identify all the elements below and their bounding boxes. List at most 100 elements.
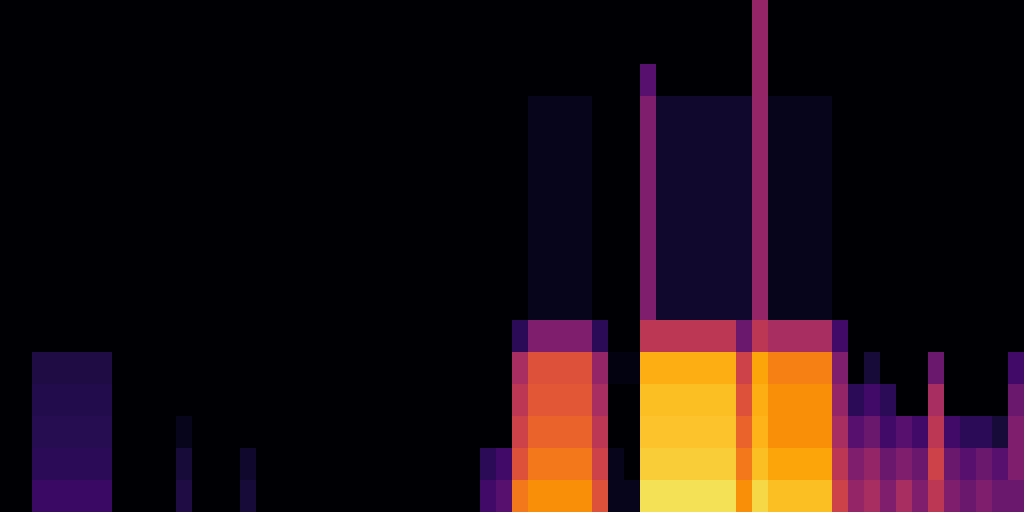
heatmap-cell [112, 352, 128, 384]
heatmap-cell [448, 192, 464, 224]
heatmap-cell [224, 128, 240, 160]
heatmap-cell [816, 288, 832, 320]
heatmap-cell [672, 352, 688, 384]
heatmap-cell [176, 416, 192, 448]
heatmap-cell [672, 448, 688, 480]
heatmap-cell [496, 352, 512, 384]
heatmap-cell [528, 448, 544, 480]
heatmap-cell [256, 384, 272, 416]
heatmap-cell [912, 224, 928, 256]
cells [0, 0, 1024, 512]
heatmap-cell [832, 128, 848, 160]
heatmap-cell [880, 160, 896, 192]
heatmap-cell [112, 480, 128, 512]
heatmap-cell [400, 448, 416, 480]
heatmap-cell [320, 320, 336, 352]
heatmap-cell [496, 128, 512, 160]
heatmap-cell [368, 160, 384, 192]
heatmap-cell [144, 416, 160, 448]
heatmap-cell [656, 416, 672, 448]
heatmap-cell [768, 128, 784, 160]
heatmap-cell [48, 64, 64, 96]
heatmap-cell [736, 128, 752, 160]
heatmap-cell [432, 192, 448, 224]
heatmap-cell [864, 480, 880, 512]
heatmap-cell [16, 352, 32, 384]
heatmap-cell [768, 480, 784, 512]
heatmap-cell [480, 288, 496, 320]
heatmap-cell [320, 288, 336, 320]
heatmap-cell [992, 0, 1008, 32]
heatmap-cell [176, 384, 192, 416]
heatmap-cell [0, 64, 16, 96]
heatmap-cell [656, 352, 672, 384]
heatmap-cell [528, 64, 544, 96]
heatmap-cell [896, 96, 912, 128]
heatmap-cell [816, 224, 832, 256]
heatmap-cell [720, 480, 736, 512]
heatmap-cell [592, 320, 608, 352]
heatmap-cell [592, 288, 608, 320]
heatmap-cell [848, 0, 864, 32]
heatmap-cell [320, 64, 336, 96]
heatmap-cell [48, 416, 64, 448]
heatmap-cell [624, 256, 640, 288]
heatmap-cell [240, 224, 256, 256]
heatmap-cell [256, 160, 272, 192]
heatmap-cell [800, 288, 816, 320]
heatmap-cell [288, 0, 304, 32]
heatmap-cell [416, 288, 432, 320]
heatmap-cell [208, 384, 224, 416]
heatmap-cell [960, 192, 976, 224]
heatmap-cell [960, 128, 976, 160]
heatmap-cell [208, 128, 224, 160]
heatmap-cell [0, 192, 16, 224]
heatmap-cell [416, 448, 432, 480]
heatmap-cell [512, 0, 528, 32]
heatmap-cell [848, 256, 864, 288]
heatmap-cell [32, 64, 48, 96]
heatmap-cell [272, 352, 288, 384]
heatmap-cell [384, 480, 400, 512]
heatmap-cell [496, 320, 512, 352]
heatmap-cell [848, 128, 864, 160]
heatmap-cell [688, 256, 704, 288]
heatmap-cell [480, 320, 496, 352]
heatmap-cell [912, 256, 928, 288]
heatmap-cell [800, 0, 816, 32]
heatmap-cell [912, 288, 928, 320]
heatmap-cell [800, 192, 816, 224]
heatmap-cell [480, 448, 496, 480]
heatmap-cell [160, 128, 176, 160]
heatmap-cell [848, 448, 864, 480]
heatmap-cell [320, 224, 336, 256]
heatmap-cell [1008, 256, 1024, 288]
heatmap-cell [992, 160, 1008, 192]
heatmap-cell [208, 96, 224, 128]
heatmap-cell [704, 288, 720, 320]
heatmap-cell [304, 448, 320, 480]
heatmap-cell [976, 288, 992, 320]
heatmap-cell [320, 32, 336, 64]
heatmap-cell [752, 416, 768, 448]
heatmap-cell [960, 288, 976, 320]
heatmap-cell [704, 416, 720, 448]
heatmap-cell [736, 256, 752, 288]
heatmap-cell [384, 256, 400, 288]
heatmap-cell [272, 128, 288, 160]
heatmap-cell [1008, 320, 1024, 352]
heatmap-cell [528, 320, 544, 352]
heatmap-cell [768, 352, 784, 384]
heatmap-cell [624, 0, 640, 32]
heatmap-cell [672, 384, 688, 416]
heatmap-cell [240, 192, 256, 224]
heatmap-cell [192, 224, 208, 256]
heatmap-cell [288, 448, 304, 480]
heatmap-cell [768, 320, 784, 352]
heatmap-cell [80, 32, 96, 64]
heatmap-cell [432, 416, 448, 448]
heatmap-cell [208, 256, 224, 288]
heatmap-cell [928, 128, 944, 160]
heatmap-cell [752, 352, 768, 384]
heatmap-cell [848, 480, 864, 512]
